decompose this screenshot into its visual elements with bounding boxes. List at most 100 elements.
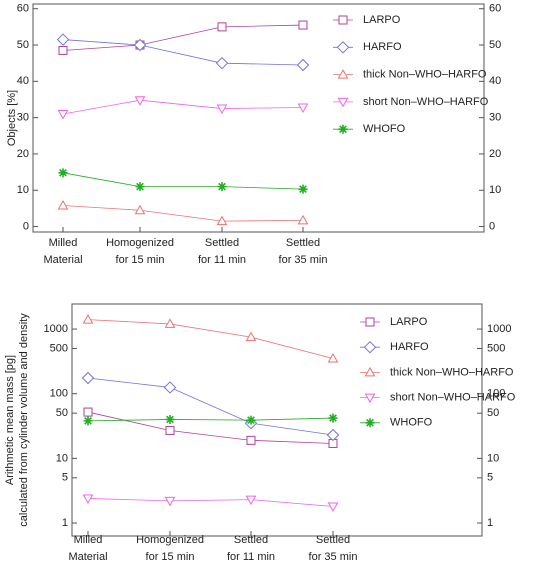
legend-label: HARFO	[390, 341, 429, 353]
legend-marker	[363, 340, 377, 354]
data-point	[327, 502, 339, 513]
y2-tick-label: 40	[489, 75, 501, 87]
data-point	[57, 110, 69, 120]
y2-tick-label: 5	[487, 472, 493, 484]
legend-marker	[364, 393, 376, 404]
y-tick-label: 20	[17, 148, 29, 160]
y2-tick-label: 50	[487, 407, 499, 419]
y2-tick-label: 0	[489, 220, 495, 232]
x-tick-label: Settled for 11 min	[227, 534, 275, 563]
plot-frame	[71, 303, 483, 537]
data-point	[58, 45, 68, 55]
data-point	[217, 22, 227, 32]
y-tick-label: 500	[50, 342, 68, 354]
y-tick-label: 50	[56, 407, 68, 419]
legend-label: WHOFO	[390, 417, 433, 429]
data-point	[216, 104, 228, 115]
data-point	[57, 199, 69, 210]
x-tick-label: Homogenized for 15 min	[136, 534, 204, 563]
data-point	[328, 413, 338, 423]
plot-frame	[32, 3, 485, 233]
legend-marker	[364, 366, 376, 377]
x-tick-label: Milled Material	[43, 237, 82, 266]
data-point	[81, 371, 95, 385]
y2-tick-label: 10	[487, 452, 499, 464]
data-point	[164, 318, 176, 328]
data-point	[296, 58, 310, 72]
data-point	[58, 168, 68, 178]
data-point	[83, 416, 93, 426]
data-point	[56, 33, 70, 46]
data-point	[134, 204, 146, 215]
x-tick-label: Settled for 35 min	[309, 534, 358, 563]
y-axis-label: Arithmetic mean mass [pg]	[4, 355, 16, 485]
y-tick-label: 5	[62, 472, 68, 484]
y-tick-label: 40	[17, 75, 29, 87]
legend-label: WHOFO	[363, 123, 406, 135]
y2-tick-label: 10	[489, 184, 501, 196]
series-line	[62, 24, 304, 51]
series-line	[87, 498, 334, 507]
legend-label: thick Non–WHO–HARFO	[390, 366, 514, 378]
data-point	[298, 184, 308, 194]
y-axis-label: Objects [%]	[6, 90, 18, 146]
data-point	[297, 103, 309, 113]
y2-tick-label: 30	[489, 112, 501, 124]
series-line	[62, 172, 304, 190]
data-point	[327, 353, 339, 363]
data-point	[246, 435, 256, 445]
series-line	[62, 99, 304, 115]
data-point	[134, 96, 146, 106]
y-tick-label: 0	[23, 220, 29, 232]
data-point	[83, 407, 93, 417]
series-line	[62, 39, 304, 66]
legend-label: LARPO	[390, 316, 428, 328]
legend-marker	[336, 41, 350, 54]
y2-tick-label: 1000	[487, 323, 511, 335]
data-point	[217, 182, 227, 192]
series-line	[87, 319, 334, 359]
y-tick-label: 100	[50, 388, 68, 400]
legend-label: thick Non–WHO–HARFO	[363, 69, 487, 81]
series-line	[87, 411, 334, 444]
legend-marker	[365, 317, 375, 327]
series-line	[87, 417, 334, 422]
y2-tick-label: 1	[487, 517, 493, 529]
x-tick-label: Milled Material	[68, 534, 107, 563]
data-point	[82, 314, 94, 324]
legend-marker	[337, 69, 349, 79]
data-point	[163, 381, 177, 394]
legend-label: short Non–WHO–HARFO	[363, 96, 489, 108]
y-tick-label: 10	[56, 452, 68, 464]
data-point	[165, 425, 175, 435]
data-point	[297, 214, 309, 225]
y2-tick-label: 20	[489, 148, 501, 160]
data-point	[298, 20, 308, 30]
data-point	[215, 56, 229, 70]
series-line	[87, 377, 334, 436]
y2-tick-label: 60	[489, 3, 501, 15]
y-tick-label: 50	[17, 39, 29, 51]
y2-tick-label: 500	[487, 342, 505, 354]
data-point	[245, 495, 257, 506]
y2-tick-label: 100	[487, 388, 505, 400]
legend-label: short Non–WHO–HARFO	[390, 392, 516, 404]
x-tick-label: Homogenized for 15 min	[106, 237, 174, 266]
y-axis-label: calculated from cylinder volume and dens…	[18, 313, 30, 527]
y-tick-label: 1	[62, 517, 68, 529]
series-line	[62, 205, 304, 222]
data-point	[246, 415, 256, 425]
data-point	[216, 215, 228, 226]
y-tick-label: 1000	[44, 323, 68, 335]
x-tick-label: Settled for 11 min	[198, 237, 246, 266]
data-point	[164, 496, 176, 507]
y2-tick-label: 50	[489, 39, 501, 51]
legend-marker	[338, 124, 348, 134]
x-tick-label: Settled for 35 min	[279, 237, 328, 266]
legend-marker	[338, 15, 348, 25]
data-point	[245, 331, 257, 342]
data-point	[133, 38, 147, 52]
data-point	[326, 428, 340, 442]
legend-marker	[337, 97, 349, 108]
